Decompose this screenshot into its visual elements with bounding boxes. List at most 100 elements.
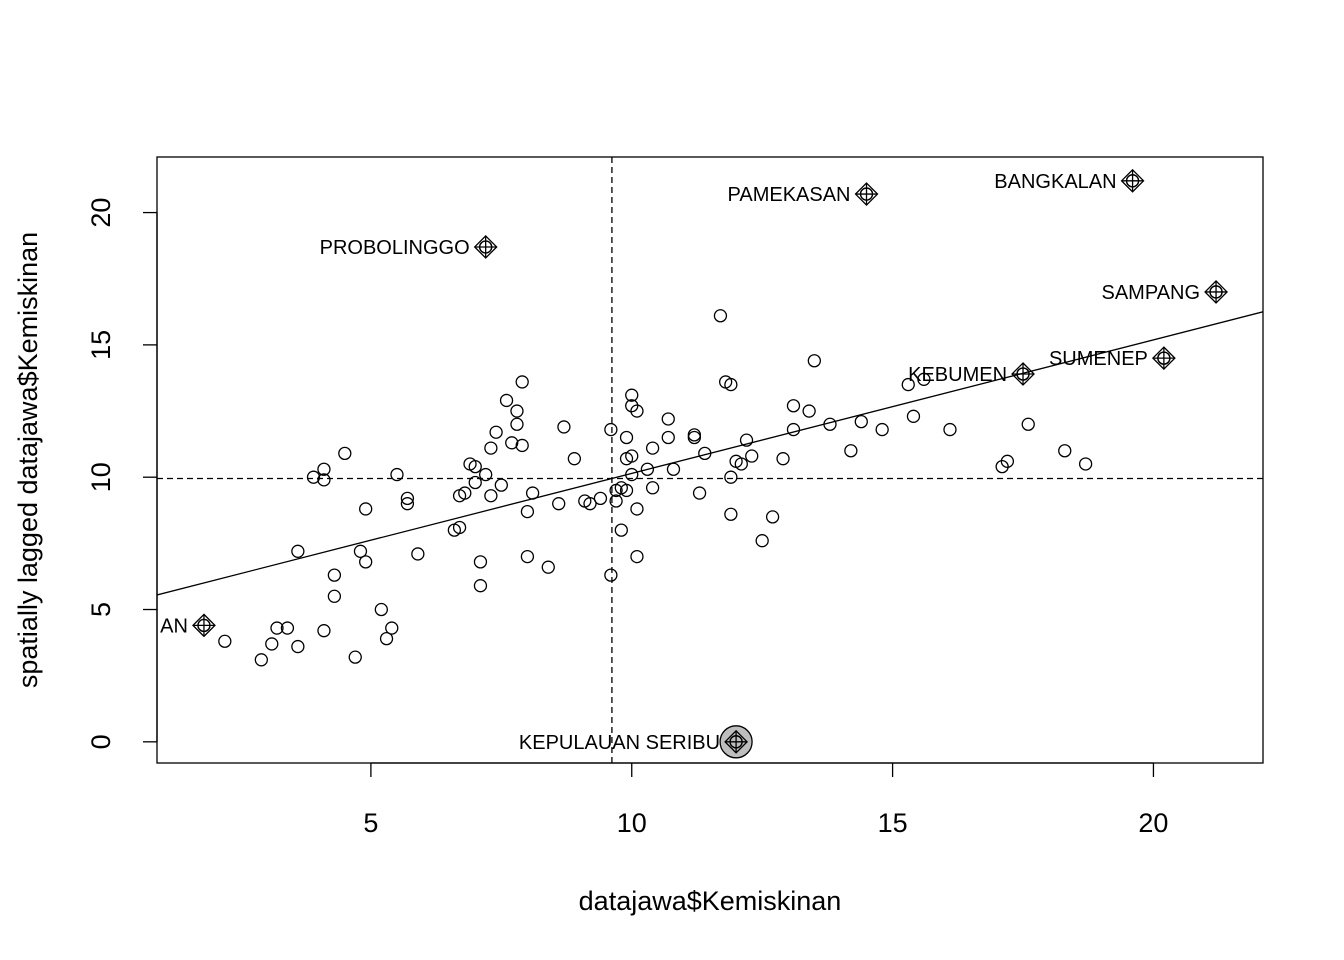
data-point: [692, 486, 707, 500]
data-point: [645, 441, 660, 455]
data-point: [510, 404, 524, 418]
data-point: [713, 309, 728, 323]
left-margin-mask: [0, 157, 156, 763]
data-point: [520, 504, 535, 519]
data-point: [525, 486, 540, 500]
influential-marker-plus: [725, 730, 748, 753]
data-point: [510, 417, 524, 431]
data-point: [625, 399, 639, 413]
data-point: [1078, 457, 1093, 471]
data-point: [317, 624, 331, 638]
data-point: [765, 510, 780, 524]
influential-marker-plus: [474, 235, 497, 258]
influential-marker-plus: [1152, 347, 1175, 370]
data-point: [698, 446, 712, 461]
data-point: [379, 631, 394, 646]
data-point: [452, 520, 467, 535]
data-point: [630, 404, 644, 418]
influential-marker-plus: [855, 183, 878, 206]
data-point: [901, 377, 915, 392]
data-point: [468, 459, 482, 474]
x-tick-label: 5: [363, 808, 378, 838]
x-tick-label: 10: [617, 808, 647, 838]
regression-line: [157, 311, 1263, 596]
data-point: [494, 478, 508, 492]
data-point: [917, 372, 931, 386]
influential-marker-circle: [1016, 367, 1030, 381]
data-point: [1021, 417, 1035, 431]
influential-marker-circle: [859, 187, 874, 201]
data-point: [473, 555, 488, 569]
data-point: [400, 491, 415, 506]
data-point: [724, 470, 738, 484]
data-point: [280, 621, 295, 635]
point-label: AN: [160, 615, 188, 637]
data-point: [734, 457, 748, 471]
data-point: [1058, 444, 1072, 458]
data-point: [745, 449, 759, 463]
y-tick-label: 10: [86, 462, 116, 492]
data-point: [995, 459, 1009, 474]
data-point: [468, 475, 482, 490]
data-point: [515, 375, 529, 389]
data-point: [359, 555, 373, 569]
data-point: [327, 589, 342, 603]
data-point: [640, 462, 655, 476]
axes: 5 10 15 20 0 5 10 15 20: [86, 198, 1168, 838]
data-point: [625, 467, 639, 482]
data-point: [625, 388, 639, 402]
data-point: [661, 412, 675, 426]
point-label: SUMENEP: [1049, 348, 1148, 370]
point-label: PROBOLINGGO: [320, 237, 470, 259]
x-tick-label: 15: [878, 808, 908, 838]
y-tick-label: 20: [86, 198, 116, 228]
data-point: [619, 483, 634, 498]
data-point: [473, 579, 488, 593]
point-label-layer: KEPULAUAN SERIBU BANGKALAN PAMEKASAN PROBOL…: [0, 157, 1200, 763]
data-point: [265, 637, 279, 651]
point-label: KEBUMEN: [908, 364, 1007, 386]
data-point: [593, 491, 608, 506]
data-point: [786, 399, 801, 413]
data-point: [489, 425, 503, 439]
data-point: [390, 467, 404, 482]
data-point: [254, 653, 268, 667]
data-point: [317, 473, 331, 487]
influential-marker-plus: [1121, 169, 1144, 192]
x-tick-label: 20: [1138, 808, 1168, 838]
data-point: [739, 433, 754, 447]
data-point: [906, 409, 921, 423]
point-label: SAMPANG: [1102, 282, 1201, 304]
point-label: KEPULAUAN SERIBU: [519, 732, 720, 754]
data-point: [823, 417, 837, 431]
data-point: [645, 481, 660, 495]
data-point: [776, 452, 790, 466]
influential-marker-circle: [729, 735, 743, 749]
data-point: [875, 422, 889, 437]
data-point: [515, 438, 529, 453]
data-point: [306, 470, 321, 484]
data-point: [630, 502, 644, 516]
data-point: [218, 634, 232, 648]
influential-marker-circle: [1125, 174, 1140, 188]
data-point: [359, 502, 373, 516]
y-tick-label: 0: [86, 734, 116, 749]
data-point: [484, 441, 498, 455]
data-point: [353, 544, 368, 558]
data-point: [609, 494, 623, 508]
data-point: [666, 462, 681, 476]
data-point: [338, 446, 352, 461]
data-point: [505, 436, 519, 450]
data-point: [348, 650, 362, 664]
data-point: [484, 489, 498, 503]
influential-marker-circle: [479, 240, 493, 254]
data-point: [327, 568, 342, 582]
data-point: [541, 560, 555, 574]
influential-marker-circle: [1209, 285, 1223, 299]
data-point: [291, 544, 305, 558]
data-point: [943, 422, 957, 437]
data-point: [807, 354, 821, 368]
data-point: [687, 430, 701, 445]
